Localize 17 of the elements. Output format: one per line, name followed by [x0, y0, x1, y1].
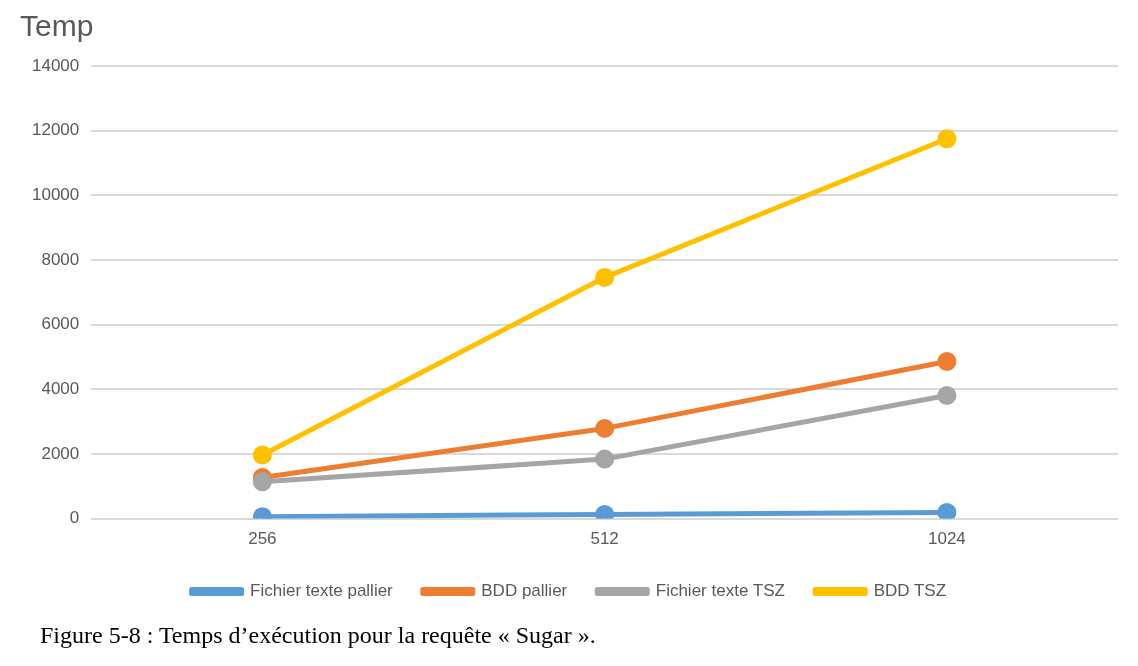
y-tick-label: 12000 — [31, 120, 80, 140]
y-tick-label: 4000 — [41, 378, 80, 398]
caption: Figure 5-8 : Temps d’exécution pour la requête « Sugar ». — [40, 622, 597, 649]
legend-label: Fichier texte TSZ — [655, 581, 785, 601]
legend-label: Fichier texte pallier — [250, 581, 394, 601]
y-tick-label: 10000 — [31, 185, 80, 204]
x-tick-label: 256 — [248, 529, 277, 549]
y-tick-label: 0 — [69, 508, 80, 528]
legend-label: BDD TSZ — [873, 581, 947, 601]
chart-title: Temp — [20, 9, 94, 43]
y-tick-label: 8000 — [41, 249, 80, 269]
x-tick-label: 512 — [590, 529, 619, 549]
x-tick-label: 1024 — [927, 529, 966, 549]
legend-label: BDD pallier — [481, 581, 568, 601]
y-tick-label: 6000 — [41, 314, 80, 334]
y-tick-label: 2000 — [41, 443, 80, 463]
y-tick-label: 14000 — [31, 55, 80, 75]
